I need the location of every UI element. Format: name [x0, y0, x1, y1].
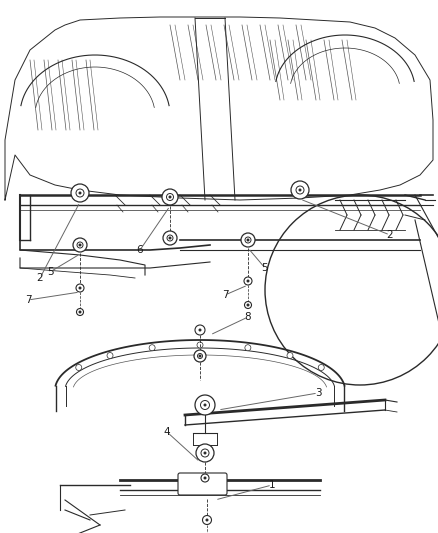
Circle shape [244, 277, 252, 285]
Circle shape [201, 400, 209, 409]
Circle shape [195, 395, 215, 415]
Circle shape [291, 181, 309, 199]
Text: 5: 5 [47, 267, 53, 277]
Text: 3: 3 [314, 388, 321, 398]
Circle shape [198, 328, 201, 332]
Circle shape [78, 311, 81, 313]
Text: 6: 6 [137, 245, 143, 255]
Circle shape [299, 189, 301, 191]
Circle shape [201, 449, 209, 457]
Circle shape [247, 279, 250, 282]
Circle shape [265, 195, 438, 385]
Circle shape [204, 451, 206, 455]
Circle shape [77, 309, 84, 316]
FancyBboxPatch shape [178, 473, 227, 495]
Circle shape [76, 189, 84, 197]
Text: 7: 7 [25, 295, 31, 305]
Text: 5: 5 [261, 263, 268, 273]
Circle shape [287, 352, 293, 359]
Circle shape [78, 287, 81, 289]
Circle shape [73, 238, 87, 252]
Circle shape [77, 242, 83, 248]
Circle shape [247, 303, 250, 306]
Circle shape [78, 191, 81, 195]
Text: 4: 4 [164, 427, 170, 437]
Circle shape [149, 345, 155, 351]
Circle shape [197, 342, 203, 348]
Circle shape [247, 238, 250, 241]
Circle shape [107, 352, 113, 359]
Circle shape [196, 444, 214, 462]
Circle shape [78, 244, 81, 246]
Circle shape [296, 186, 304, 194]
Circle shape [198, 354, 201, 358]
Circle shape [167, 235, 173, 241]
Circle shape [163, 231, 177, 245]
Circle shape [245, 237, 251, 243]
Circle shape [166, 193, 173, 200]
Text: 1: 1 [268, 480, 276, 490]
Text: 2: 2 [37, 273, 43, 283]
Circle shape [195, 325, 205, 335]
Circle shape [201, 474, 209, 482]
Circle shape [204, 403, 206, 407]
Circle shape [245, 345, 251, 351]
Circle shape [71, 184, 89, 202]
Circle shape [241, 233, 255, 247]
Text: 2: 2 [387, 230, 393, 240]
Circle shape [76, 365, 82, 370]
Circle shape [318, 365, 324, 370]
Circle shape [162, 189, 178, 205]
Circle shape [244, 302, 251, 309]
Circle shape [76, 284, 84, 292]
Text: 7: 7 [222, 290, 228, 300]
Text: 8: 8 [245, 312, 251, 322]
Circle shape [198, 353, 202, 359]
Circle shape [204, 477, 206, 480]
Circle shape [169, 237, 172, 239]
Circle shape [202, 515, 212, 524]
Circle shape [205, 519, 208, 521]
Circle shape [194, 350, 206, 362]
Circle shape [169, 196, 172, 198]
